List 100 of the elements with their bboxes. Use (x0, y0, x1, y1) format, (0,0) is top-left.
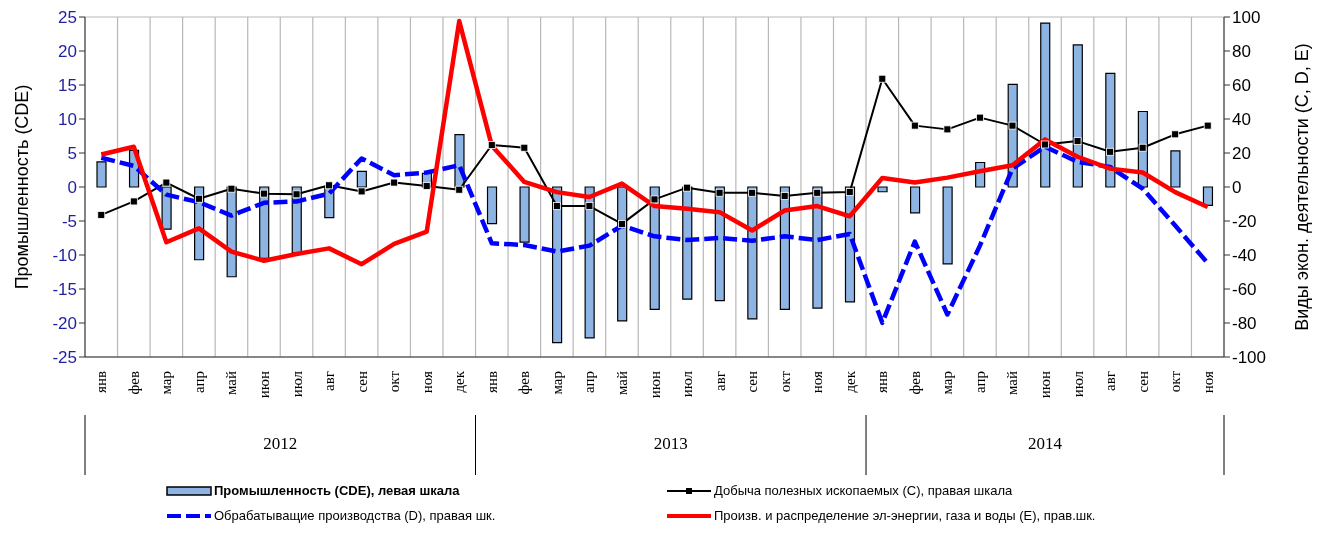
point (1008, 121, 1017, 130)
point (910, 121, 919, 130)
x-tick-label: май (1004, 371, 1021, 396)
y2-tick-label: -60 (1232, 280, 1257, 300)
x-tick-label: фев (516, 371, 533, 395)
y-tick-label: 15 (58, 76, 77, 96)
line-series (99, 18, 1210, 267)
bar (877, 186, 888, 193)
x-tick-label: апр (190, 371, 207, 393)
bar (1170, 150, 1181, 188)
x-tick-label: мар (548, 371, 565, 395)
point (227, 184, 236, 193)
x-tick-label: июн (255, 371, 272, 399)
x-tick-label: янв (874, 371, 891, 394)
y2-tick-label: 80 (1232, 42, 1251, 62)
point (195, 194, 203, 203)
point (1041, 140, 1049, 149)
point (422, 182, 431, 190)
x-tick-label: июн (1037, 371, 1054, 399)
y-tick-label: 20 (58, 42, 77, 62)
x-tick-label: июл (679, 370, 696, 398)
y-tick-label: -20 (52, 314, 77, 334)
x-tick-label: апр (971, 371, 988, 393)
y2-tick-label: 20 (1232, 144, 1251, 164)
y2-tick-label: -100 (1232, 348, 1267, 368)
point (97, 210, 106, 219)
x-tick-label: июн (646, 371, 663, 399)
point (1138, 143, 1147, 152)
point (845, 188, 854, 196)
legend-label: Добыча полезных ископаемых (С), правая шкала (714, 483, 1013, 498)
point (585, 202, 594, 210)
legend-label: Произв. и распределение эл-энергии, газа и воды (E), прав.шк. (714, 508, 1096, 523)
y2-axis-title: Виды экон. деятельности (С, D, E) (1292, 43, 1312, 331)
y-tick-label: 25 (58, 8, 77, 28)
x-tick-label: сен (1134, 371, 1151, 393)
x-tick-label: окт (1167, 370, 1184, 393)
point (780, 192, 789, 200)
x-tick-label: май (613, 371, 630, 396)
x-tick-label: мар (158, 371, 175, 395)
point (943, 125, 952, 134)
point (683, 183, 691, 192)
y-tick-label: 10 (58, 110, 77, 130)
y-tick-label: 0 (67, 178, 77, 198)
y-tick-label: -25 (52, 348, 77, 368)
y2-tick-label: 0 (1232, 178, 1242, 198)
x-tick-label: янв (483, 371, 500, 394)
y2-tick-label: -80 (1232, 314, 1257, 334)
y2-tick-label: -20 (1232, 212, 1257, 232)
bar (1202, 186, 1214, 206)
text: 2014 (1028, 434, 1063, 453)
y2-tick-label: -40 (1232, 246, 1257, 266)
y2-tick-label: 100 (1232, 8, 1261, 28)
y-tick-label: 5 (67, 144, 77, 164)
point (878, 74, 887, 83)
bar (96, 161, 107, 188)
bar (909, 186, 921, 214)
point (1203, 121, 1212, 130)
x-tick-label: окт (776, 370, 793, 393)
x-tick-label: июл (288, 370, 305, 398)
point (650, 195, 659, 204)
x-tick-label: авг (711, 371, 728, 391)
point (1073, 137, 1082, 145)
bar (486, 186, 498, 225)
x-tick-label: ноя (809, 370, 826, 394)
x-tick-label: фев (125, 371, 142, 395)
x-tick-label: сен (353, 371, 370, 393)
point (552, 202, 561, 210)
point (976, 113, 984, 122)
x-tick-label: дек (841, 370, 858, 393)
y2-tick-label: 60 (1232, 76, 1251, 96)
y-axis-title: Промышленность (CDE) (12, 84, 32, 290)
x-tick-label: окт (386, 370, 403, 393)
point (487, 141, 496, 149)
point (325, 181, 333, 190)
point (618, 219, 626, 228)
point (813, 188, 822, 197)
point (1171, 130, 1180, 139)
y-tick-label: -5 (61, 212, 77, 232)
y2-tick-label: 40 (1232, 110, 1251, 130)
text: 2012 (263, 434, 298, 453)
point (390, 178, 399, 187)
x-tick-label: ноя (1199, 370, 1216, 394)
x-tick-label: дек (451, 370, 468, 393)
bar (942, 186, 953, 265)
x-tick-label: янв (93, 371, 110, 394)
x-tick-label: май (223, 371, 240, 396)
y-tick-label: -10 (52, 246, 77, 266)
point (162, 178, 171, 187)
point (1106, 147, 1114, 156)
text: 2013 (653, 434, 688, 453)
legend-label: Обрабатыващие производства (D), правая шк. (214, 508, 496, 523)
point (520, 143, 529, 152)
point (455, 185, 464, 194)
x-tick-label: авг (1102, 371, 1119, 391)
point (715, 188, 724, 197)
point (260, 189, 268, 198)
x-tick-label: мар (939, 371, 956, 395)
point (357, 187, 366, 196)
point (292, 190, 301, 199)
x-tick-label: сен (744, 371, 761, 393)
